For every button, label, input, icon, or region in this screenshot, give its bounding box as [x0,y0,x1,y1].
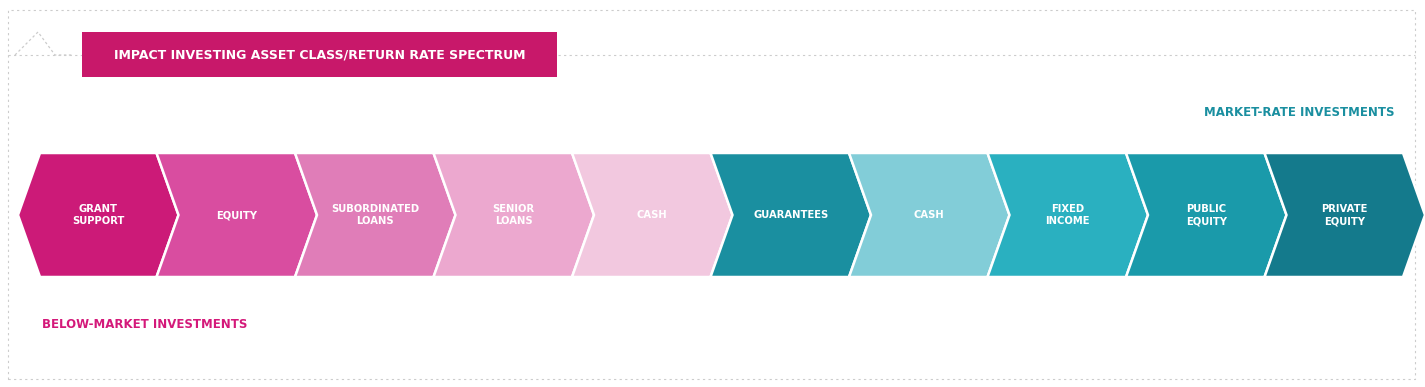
Polygon shape [1264,153,1425,277]
Text: SUBORDINATED
LOANS: SUBORDINATED LOANS [331,204,419,226]
Polygon shape [1126,153,1287,277]
Text: PUBLIC
EQUITY: PUBLIC EQUITY [1186,204,1227,226]
Text: FIXED
INCOME: FIXED INCOME [1046,204,1090,226]
FancyBboxPatch shape [83,32,557,77]
Text: CASH: CASH [637,210,667,220]
Polygon shape [19,153,178,277]
Text: PRIVATE
EQUITY: PRIVATE EQUITY [1321,204,1368,226]
Text: GRANT
SUPPORT: GRANT SUPPORT [73,204,124,226]
Polygon shape [849,153,1009,277]
Polygon shape [988,153,1149,277]
Text: EQUITY: EQUITY [217,210,258,220]
Text: BELOW-MARKET INVESTMENTS: BELOW-MARKET INVESTMENTS [41,319,248,332]
Polygon shape [711,153,871,277]
Polygon shape [571,153,732,277]
Polygon shape [433,153,594,277]
Polygon shape [157,153,316,277]
Text: GUARANTEES: GUARANTEES [754,210,828,220]
Text: IMPACT INVESTING ASSET CLASS/RETURN RATE SPECTRUM: IMPACT INVESTING ASSET CLASS/RETURN RATE… [114,48,526,61]
Text: MARKET-RATE INVESTMENTS: MARKET-RATE INVESTMENTS [1204,106,1395,118]
Polygon shape [295,153,456,277]
Text: SENIOR
LOANS: SENIOR LOANS [493,204,534,226]
Text: CASH: CASH [913,210,945,220]
